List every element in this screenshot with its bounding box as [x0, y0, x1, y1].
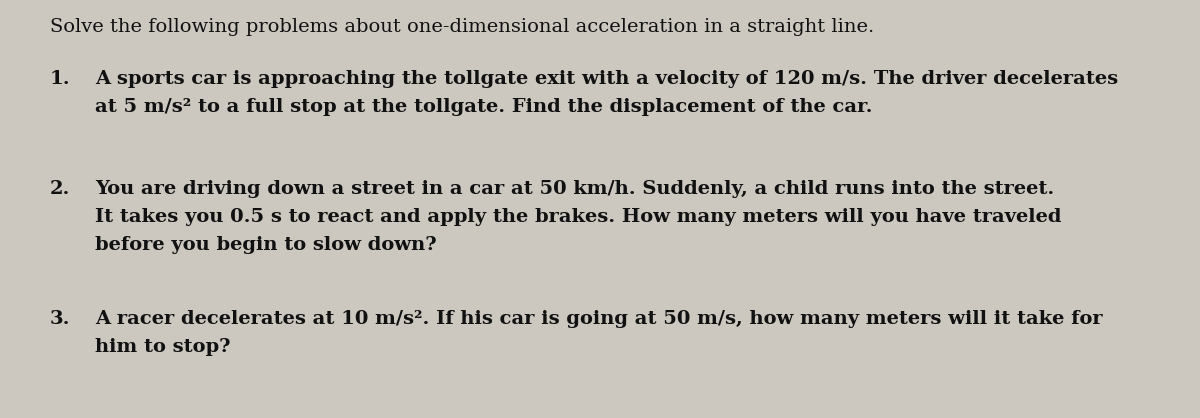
Text: him to stop?: him to stop?: [95, 338, 230, 356]
Text: 2.: 2.: [50, 180, 71, 198]
Text: Solve the following problems about one-dimensional acceleration in a straight li: Solve the following problems about one-d…: [50, 18, 875, 36]
Text: You are driving down a street in a car at 50 km/h. Suddenly, a child runs into t: You are driving down a street in a car a…: [95, 180, 1055, 198]
Text: 1.: 1.: [50, 70, 71, 88]
Text: It takes you 0.5 s to react and apply the brakes. How many meters will you have : It takes you 0.5 s to react and apply th…: [95, 208, 1062, 226]
Text: before you begin to slow down?: before you begin to slow down?: [95, 236, 437, 254]
Text: A sports car is approaching the tollgate exit with a velocity of 120 m/s. The dr: A sports car is approaching the tollgate…: [95, 70, 1118, 88]
Text: 3.: 3.: [50, 310, 71, 328]
Text: at 5 m/s² to a full stop at the tollgate. Find the displacement of the car.: at 5 m/s² to a full stop at the tollgate…: [95, 98, 872, 116]
Text: A racer decelerates at 10 m/s². If his car is going at 50 m/s, how many meters w: A racer decelerates at 10 m/s². If his c…: [95, 310, 1103, 328]
